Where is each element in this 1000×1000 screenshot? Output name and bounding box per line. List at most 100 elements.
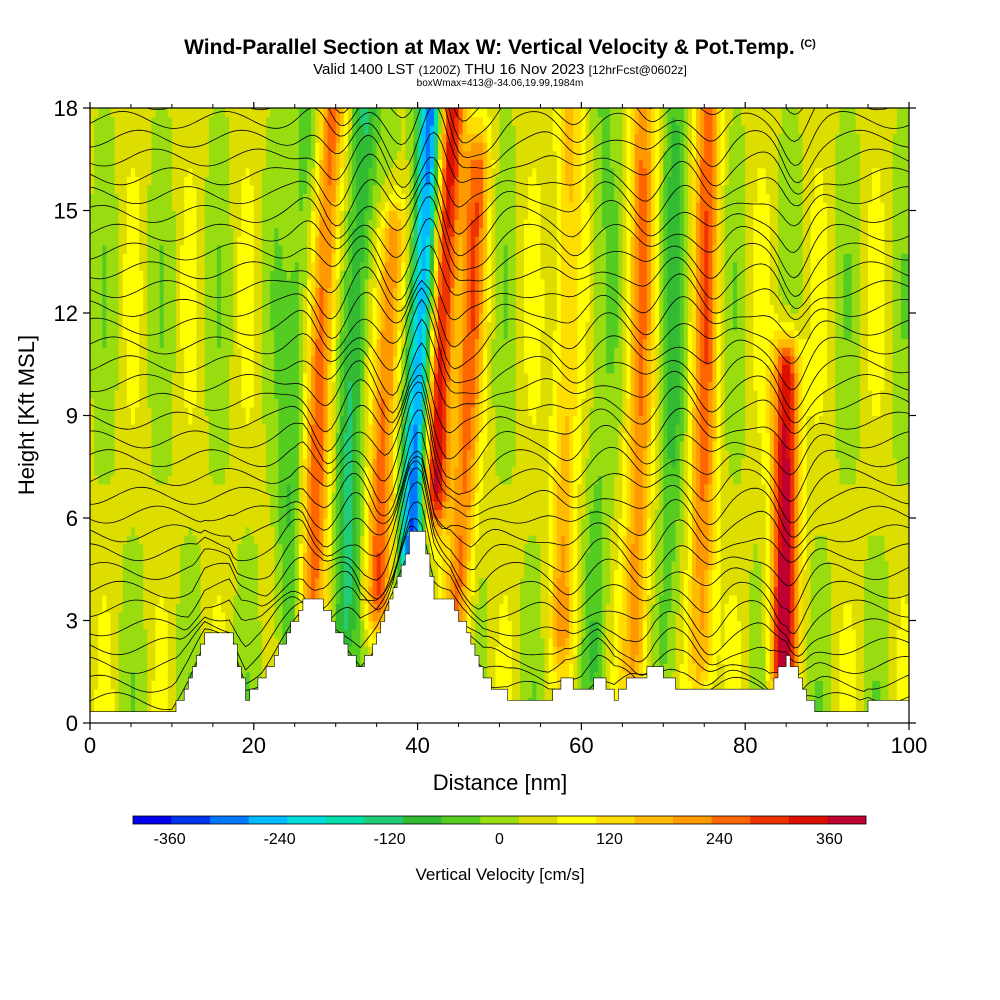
- velocity-cell: [98, 372, 103, 382]
- velocity-cell: [298, 116, 304, 126]
- velocity-cell: [176, 458, 181, 468]
- velocity-cell: [298, 526, 304, 536]
- velocity-cell: [114, 680, 120, 690]
- velocity-cell: [159, 150, 165, 160]
- velocity-cell: [266, 492, 271, 502]
- velocity-cell: [241, 219, 247, 229]
- velocity-cell: [114, 611, 120, 622]
- velocity-cell: [274, 372, 279, 382]
- velocity-cell: [237, 321, 243, 331]
- velocity-cell: [94, 594, 99, 605]
- velocity-cell: [167, 466, 173, 476]
- velocity-cell: [347, 500, 353, 511]
- velocity-cell: [278, 526, 284, 536]
- velocity-cell: [192, 543, 198, 553]
- velocity-cell: [339, 167, 345, 177]
- velocity-cell: [188, 646, 193, 656]
- velocity-cell: [282, 184, 288, 195]
- velocity-cell: [364, 611, 370, 622]
- velocity-cell: [135, 201, 140, 212]
- velocity-cell: [139, 125, 144, 135]
- velocity-cell: [241, 193, 247, 203]
- velocity-cell: [356, 330, 361, 340]
- velocity-cell: [274, 304, 279, 314]
- velocity-cell: [253, 355, 259, 365]
- velocity-cell: [282, 159, 288, 169]
- velocity-cell: [286, 313, 292, 323]
- velocity-cell: [192, 577, 198, 587]
- velocity-cell: [221, 535, 226, 545]
- velocity-cell: [233, 313, 239, 323]
- velocity-cell: [257, 159, 263, 169]
- velocity-cell: [274, 364, 279, 374]
- velocity-cell: [139, 586, 144, 596]
- velocity-cell: [331, 116, 337, 126]
- velocity-cell: [90, 483, 95, 493]
- velocity-cell: [184, 330, 189, 340]
- velocity-cell: [216, 543, 222, 553]
- velocity-cell: [204, 278, 210, 288]
- velocity-cell: [368, 569, 374, 579]
- velocity-cell: [229, 594, 234, 605]
- velocity-cell: [249, 142, 255, 152]
- velocity-cell: [327, 142, 333, 152]
- velocity-cell: [143, 637, 148, 647]
- velocity-cell: [139, 398, 144, 408]
- velocity-cell: [356, 526, 361, 536]
- velocity-cell: [180, 330, 185, 340]
- velocity-cell: [311, 287, 316, 297]
- velocity-cell: [180, 663, 185, 673]
- velocity-cell: [290, 398, 296, 408]
- velocity-cell: [368, 637, 374, 647]
- velocity-cell: [261, 629, 267, 639]
- velocity-cell: [204, 330, 210, 340]
- velocity-cell: [208, 338, 214, 348]
- velocity-cell: [307, 167, 312, 177]
- velocity-cell: [122, 176, 128, 186]
- velocity-cell: [114, 210, 120, 220]
- velocity-cell: [167, 330, 173, 340]
- velocity-cell: [188, 415, 193, 425]
- velocity-cell: [225, 449, 230, 459]
- velocity-cell: [261, 355, 267, 365]
- velocity-cell: [335, 577, 341, 587]
- velocity-cell: [368, 466, 374, 476]
- velocity-cell: [339, 620, 345, 630]
- velocity-cell: [229, 125, 234, 135]
- velocity-cell: [311, 227, 316, 237]
- velocity-cell: [298, 415, 304, 425]
- velocity-cell: [106, 577, 112, 587]
- velocity-cell: [311, 159, 316, 169]
- velocity-cell: [290, 236, 296, 246]
- velocity-cell: [241, 338, 247, 348]
- velocity-cell: [159, 671, 165, 681]
- velocity-cell: [147, 697, 153, 707]
- velocity-cell: [327, 253, 333, 263]
- velocity-cell: [180, 381, 185, 391]
- velocity-cell: [282, 176, 288, 186]
- velocity-cell: [176, 210, 181, 220]
- velocity-cell: [372, 552, 378, 562]
- velocity-cell: [302, 415, 308, 425]
- velocity-cell: [225, 184, 230, 195]
- velocity-cell: [290, 347, 296, 357]
- velocity-cell: [339, 116, 345, 126]
- velocity-cell: [278, 372, 284, 382]
- velocity-cell: [110, 449, 116, 459]
- velocity-cell: [311, 381, 316, 391]
- velocity-cell: [335, 219, 341, 229]
- velocity-cell: [282, 347, 288, 357]
- velocity-cell: [143, 492, 148, 502]
- velocity-cell: [147, 355, 153, 365]
- velocity-cell: [163, 270, 169, 280]
- velocity-cell: [147, 560, 153, 570]
- velocity-cell: [335, 406, 341, 417]
- velocity-cell: [364, 466, 370, 476]
- velocity-cell: [261, 270, 267, 280]
- velocity-cell: [212, 611, 218, 622]
- velocity-cell: [319, 304, 325, 314]
- velocity-cell: [339, 270, 345, 280]
- velocity-cell: [139, 603, 144, 613]
- velocity-cell: [311, 406, 316, 417]
- velocity-cell: [184, 466, 189, 476]
